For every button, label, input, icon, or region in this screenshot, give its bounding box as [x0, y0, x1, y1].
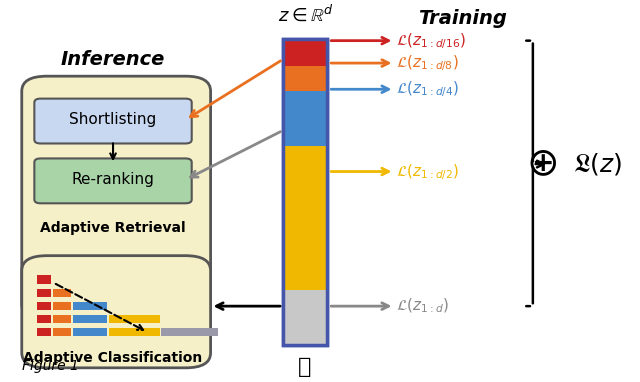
Bar: [283, 146, 327, 290]
Text: $\oplus$: $\oplus$: [525, 145, 557, 183]
Bar: [73, 302, 108, 310]
FancyBboxPatch shape: [35, 99, 192, 144]
Text: $\mathcal{L}(z_{1:d})$: $\mathcal{L}(z_{1:d})$: [396, 297, 449, 316]
Text: Training: Training: [418, 9, 507, 28]
Bar: [38, 302, 51, 310]
Text: $\mathcal{L}(z_{1:d/2})$: $\mathcal{L}(z_{1:d/2})$: [396, 162, 459, 181]
Bar: [283, 39, 327, 345]
Bar: [283, 39, 327, 345]
Text: $\mathcal{L}(z_{1:d/4})$: $\mathcal{L}(z_{1:d/4})$: [396, 79, 460, 99]
Text: Re-ranking: Re-ranking: [72, 172, 154, 187]
Bar: [53, 302, 71, 310]
Bar: [283, 91, 327, 146]
Bar: [53, 328, 71, 336]
Bar: [161, 328, 218, 336]
Bar: [38, 328, 51, 336]
Bar: [283, 39, 327, 66]
Text: Adaptive Classification: Adaptive Classification: [24, 351, 203, 366]
Bar: [73, 315, 108, 323]
Text: $\mathfrak{L}(z)$: $\mathfrak{L}(z)$: [573, 151, 621, 177]
Bar: [53, 315, 71, 323]
FancyBboxPatch shape: [35, 159, 192, 203]
Bar: [283, 66, 327, 91]
Bar: [73, 328, 108, 336]
Text: $z \in \mathbb{R}^d$: $z \in \mathbb{R}^d$: [278, 4, 334, 25]
Bar: [53, 288, 71, 297]
Bar: [38, 315, 51, 323]
Text: Inference: Inference: [61, 50, 165, 69]
Bar: [38, 288, 51, 297]
Bar: [109, 315, 159, 323]
Bar: [38, 275, 51, 284]
Text: Figure 1: Figure 1: [22, 359, 79, 374]
Text: $\mathcal{L}(z_{1:d/8})$: $\mathcal{L}(z_{1:d/8})$: [396, 53, 459, 73]
Text: Adaptive Retrieval: Adaptive Retrieval: [40, 221, 186, 235]
FancyBboxPatch shape: [22, 256, 211, 368]
Bar: [283, 39, 327, 345]
Bar: [109, 328, 159, 336]
Text: Shortlisting: Shortlisting: [69, 112, 157, 128]
FancyBboxPatch shape: [22, 76, 211, 319]
Text: 🪦: 🪦: [298, 357, 312, 377]
Text: $\mathcal{L}(z_{1:d/16})$: $\mathcal{L}(z_{1:d/16})$: [396, 31, 467, 51]
